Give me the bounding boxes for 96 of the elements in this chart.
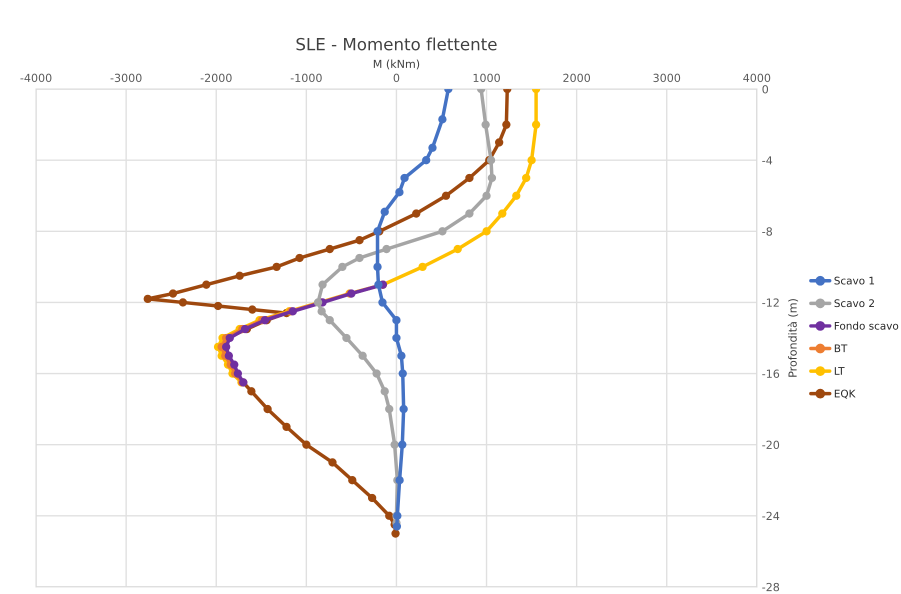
legend-label: Fondo scavo bbox=[834, 322, 898, 330]
point bbox=[395, 476, 404, 484]
point bbox=[318, 280, 327, 289]
point bbox=[412, 209, 420, 218]
point bbox=[355, 236, 364, 244]
point bbox=[382, 244, 391, 254]
point bbox=[482, 227, 491, 236]
point bbox=[481, 120, 490, 129]
x-tick-label: 3000 bbox=[653, 74, 680, 82]
point bbox=[494, 138, 504, 147]
point bbox=[317, 307, 326, 316]
point bbox=[385, 512, 394, 520]
legend-label: EQK bbox=[834, 390, 856, 399]
point bbox=[390, 440, 399, 449]
point bbox=[328, 458, 337, 467]
point bbox=[373, 262, 382, 272]
point bbox=[358, 352, 367, 360]
point bbox=[338, 262, 347, 272]
point bbox=[532, 120, 540, 129]
point bbox=[372, 369, 381, 378]
point bbox=[522, 174, 530, 182]
point bbox=[428, 144, 437, 152]
point bbox=[380, 208, 389, 216]
point bbox=[374, 280, 383, 289]
y-tick-label: -16 bbox=[762, 370, 780, 378]
y-tick-label: -20 bbox=[762, 440, 780, 450]
legend-label: BT bbox=[834, 344, 848, 352]
point bbox=[326, 244, 334, 254]
point bbox=[348, 476, 356, 484]
point bbox=[392, 522, 402, 531]
x-axis-title: M (kNm) bbox=[374, 59, 420, 70]
point bbox=[391, 529, 400, 538]
point bbox=[214, 302, 222, 310]
legend-label: Scavo 2 bbox=[834, 299, 874, 308]
point bbox=[482, 192, 491, 200]
point bbox=[263, 404, 272, 414]
y-axis-title: Profondità (m) bbox=[788, 299, 798, 377]
point bbox=[418, 262, 427, 272]
point bbox=[247, 387, 256, 396]
point bbox=[398, 369, 407, 378]
y-tick-label: 0 bbox=[762, 85, 768, 94]
point bbox=[502, 120, 511, 129]
point bbox=[438, 115, 447, 124]
point bbox=[392, 334, 401, 342]
point bbox=[398, 440, 406, 449]
point bbox=[442, 192, 450, 200]
x-tick-label: 0 bbox=[394, 74, 400, 82]
point bbox=[144, 294, 152, 304]
point bbox=[248, 305, 256, 314]
point bbox=[272, 262, 281, 272]
point bbox=[465, 174, 474, 182]
point bbox=[385, 404, 394, 414]
point bbox=[438, 227, 447, 236]
x-tick-label: 2000 bbox=[563, 74, 590, 82]
x-tick-label: -4000 bbox=[20, 74, 52, 82]
y-tick-label: -4 bbox=[762, 156, 772, 164]
point bbox=[422, 156, 430, 164]
legend-label: Scavo 1 bbox=[834, 276, 874, 285]
point bbox=[295, 254, 304, 262]
point bbox=[326, 316, 334, 324]
y-tick-label: -24 bbox=[762, 512, 780, 520]
point bbox=[498, 209, 506, 218]
point bbox=[178, 298, 188, 307]
point bbox=[465, 209, 474, 218]
y-tick-label: -28 bbox=[762, 582, 780, 592]
legend-label: LT bbox=[834, 367, 845, 375]
x-tick-label: -2000 bbox=[200, 74, 232, 82]
x-tick-label: -3000 bbox=[110, 74, 142, 82]
point bbox=[454, 244, 462, 254]
y-tick-label: -8 bbox=[762, 227, 772, 236]
point bbox=[224, 352, 234, 360]
point bbox=[342, 334, 351, 342]
point bbox=[527, 156, 536, 164]
point bbox=[236, 272, 244, 280]
point bbox=[399, 404, 408, 414]
point bbox=[397, 352, 406, 360]
point bbox=[488, 174, 496, 182]
point bbox=[368, 494, 376, 502]
point bbox=[355, 254, 364, 262]
chart-title: SLE - Momento flettente bbox=[296, 38, 497, 50]
x-tick-label: -1000 bbox=[290, 74, 322, 82]
point bbox=[302, 440, 311, 449]
point bbox=[400, 174, 409, 182]
point bbox=[168, 289, 178, 298]
y-tick-label: -12 bbox=[762, 298, 779, 307]
point bbox=[380, 387, 389, 396]
point bbox=[378, 298, 387, 307]
point bbox=[282, 422, 291, 432]
point bbox=[202, 280, 210, 289]
x-tick-label: 4000 bbox=[743, 74, 770, 82]
point bbox=[395, 188, 404, 196]
point bbox=[392, 316, 401, 324]
point bbox=[234, 369, 242, 378]
point bbox=[512, 192, 520, 200]
x-tick-label: 1000 bbox=[474, 74, 500, 82]
point bbox=[230, 360, 238, 369]
